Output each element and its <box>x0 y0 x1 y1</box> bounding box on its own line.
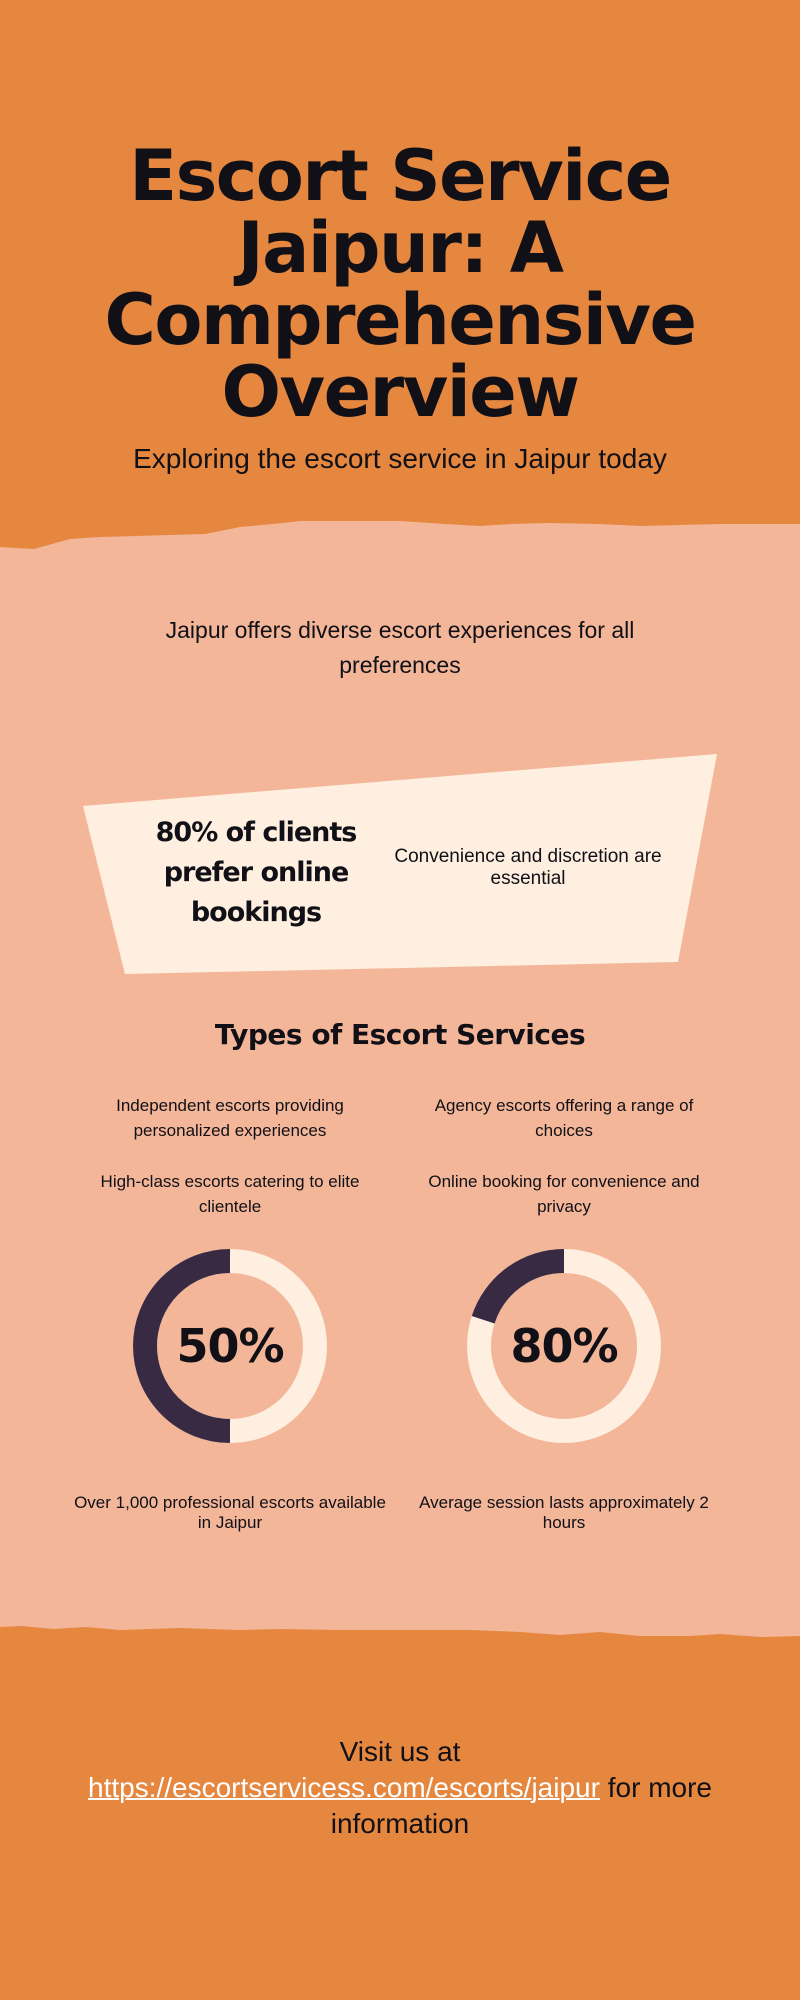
type-item: Agency escorts offering a range of choic… <box>434 1096 694 1140</box>
type-item: Online booking for convenience and priva… <box>428 1172 700 1216</box>
page-title: Escort Service Jaipur: A Comprehensive O… <box>104 135 697 433</box>
donut-segment <box>133 1249 231 1443</box>
footer-suffix: for more information <box>330 1772 712 1839</box>
intro-text: Jaipur offers diverse escort experiences… <box>165 617 635 678</box>
donut-segment <box>471 1249 565 1324</box>
highlight-stat: 80% of clients prefer online bookings <box>155 817 358 928</box>
highlight-card <box>83 754 717 974</box>
donut-caption: Over 1,000 professional escorts availabl… <box>74 1493 386 1532</box>
donut-caption: Average session lasts approximately 2 ho… <box>419 1493 709 1532</box>
website-link[interactable]: https://escortservicess.com/escorts/jaip… <box>88 1772 600 1803</box>
donut-label: 80% <box>510 1319 618 1373</box>
type-item: High-class escorts catering to elite cli… <box>100 1172 360 1216</box>
donut-label: 50% <box>176 1319 284 1373</box>
donut-charts <box>133 1249 661 1443</box>
footer-prefix: Visit us at <box>339 1736 461 1767</box>
types-heading: Types of Escort Services <box>214 1018 586 1051</box>
footer-text: Visit us at https://escortservicess.com/… <box>80 1734 720 1842</box>
page-subtitle: Exploring the escort service in Jaipur t… <box>133 443 667 474</box>
type-item: Independent escorts providing personaliz… <box>116 1096 344 1140</box>
peach-band <box>0 521 800 1637</box>
highlight-note: Convenience and discretion are essential <box>394 846 662 889</box>
